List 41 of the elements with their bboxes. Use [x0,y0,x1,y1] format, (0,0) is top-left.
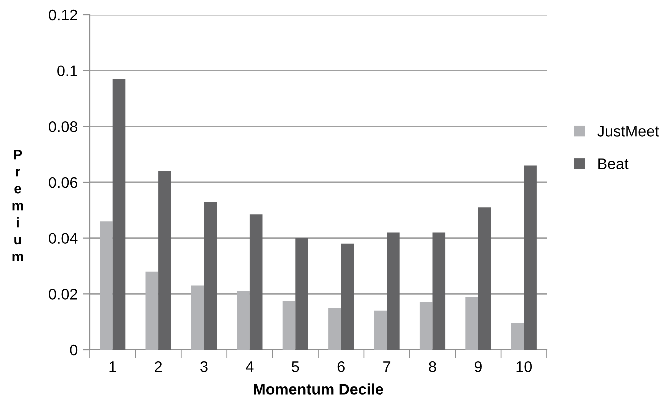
y-tick-label: 0.12 [49,10,78,21]
legend-label: JustMeet [598,126,660,137]
y-tick-label: 0.06 [49,177,78,188]
bar [511,323,524,350]
bar [432,232,446,350]
bar [387,232,400,350]
y-tick-label: 0.04 [49,233,78,244]
bar [237,291,250,350]
bar [282,301,296,350]
bar [204,202,218,350]
bar [112,79,126,350]
x-axis-title: Momentum Decile [254,384,384,395]
bar [478,208,492,350]
y-tick-label: 0.08 [49,122,78,132]
bar [191,286,204,350]
bar [374,310,388,350]
bar [466,296,478,350]
x-tick-label: 6 [338,362,345,372]
y-tick-label: 0 [70,344,78,356]
x-tick-label: 2 [155,362,162,372]
x-tick-label: 1 [110,362,116,372]
y-tick-label: 0.1 [58,66,78,77]
y-axis-title: Premium [12,150,24,262]
x-tick-label: 8 [429,362,436,372]
bar [250,214,263,350]
x-tick-label: 9 [474,362,482,372]
x-tick-label: 7 [384,362,391,372]
x-tick-label: 4 [246,362,254,372]
y-tick-label: 0.02 [49,289,78,300]
bar [328,308,342,350]
bar [420,302,433,350]
bar [296,238,308,350]
bar [158,171,172,350]
x-tick-label: 5 [292,362,300,372]
x-tick-label: 10 [516,362,532,372]
bar [341,244,354,350]
bar [524,166,537,350]
legend-label: Beat [598,158,629,170]
bar [146,272,159,350]
x-tick-label: 3 [200,362,208,372]
bar [100,222,113,350]
